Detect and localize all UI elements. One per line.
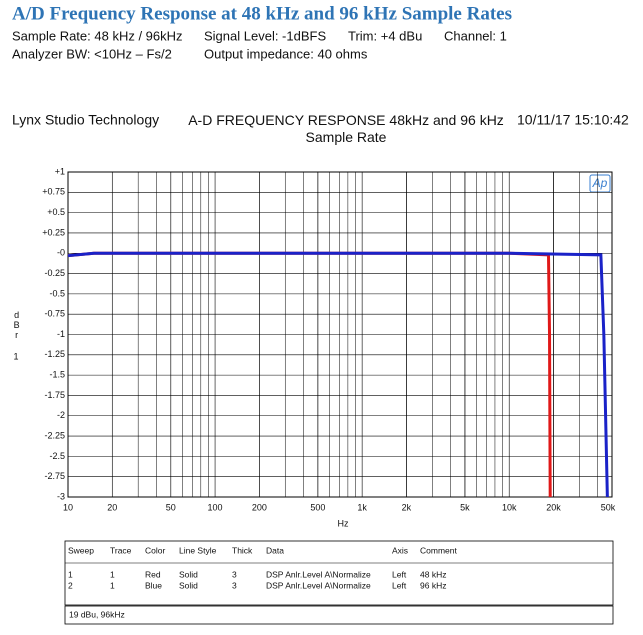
table-cell: 1 bbox=[110, 569, 115, 579]
series-line bbox=[67, 251, 609, 498]
info: Channel: 1 bbox=[444, 28, 507, 43]
y-tick-label: -0 bbox=[57, 248, 65, 258]
x-tick-label: 500 bbox=[310, 502, 325, 512]
table-header: Data bbox=[266, 545, 284, 555]
info: Output impedance: 40 ohms bbox=[204, 46, 368, 61]
table-header: Color bbox=[145, 545, 165, 555]
company: Lynx Studio Technology bbox=[12, 112, 159, 128]
info: Trim: +4 dBu bbox=[348, 28, 422, 43]
timestamp: 10/11/17 15:10:42 bbox=[517, 112, 629, 128]
logo: Ap bbox=[592, 176, 608, 190]
table-cell: Red bbox=[145, 569, 161, 579]
x-tick-label: 10 bbox=[63, 502, 73, 512]
table-cell: Left bbox=[392, 580, 407, 590]
chart-title: A-D FREQUENCY RESPONSE 48kHz and 96 kHz … bbox=[188, 112, 504, 145]
y-tick-label: -0.25 bbox=[44, 268, 65, 278]
info: Sample Rate: 48 kHz / 96kHz bbox=[12, 28, 183, 43]
table-cell: DSP Anlr.Level A\Normalize bbox=[266, 580, 371, 590]
x-tick-label: 50k bbox=[601, 502, 616, 512]
info: Analyzer BW: <10Hz – Fs/2 bbox=[12, 46, 172, 61]
y-tick-label: -1.5 bbox=[49, 370, 65, 380]
x-tick-label: 50 bbox=[166, 502, 176, 512]
y-tick-label: -1.75 bbox=[44, 390, 65, 400]
x-tick-label: 2k bbox=[402, 502, 412, 512]
table-cell: DSP Anlr.Level A\Normalize bbox=[266, 569, 371, 579]
y-tick-label: -2.5 bbox=[49, 451, 65, 461]
table-header: Axis bbox=[392, 545, 408, 555]
y-tick-label: -2 bbox=[57, 410, 65, 420]
y-axis-note: 1 bbox=[13, 351, 18, 361]
table-header: Line Style bbox=[179, 545, 217, 555]
table-cell: 48 kHz bbox=[420, 569, 446, 579]
page-title: A/D Frequency Response at 48 kHz and 96 … bbox=[12, 3, 512, 24]
info: Signal Level: -1dBFS bbox=[204, 28, 326, 43]
table-header: Comment bbox=[420, 545, 457, 555]
x-tick-label: 200 bbox=[252, 502, 267, 512]
table-cell: 96 kHz bbox=[420, 580, 446, 590]
table-cell: Solid bbox=[179, 580, 198, 590]
footer-frame bbox=[64, 605, 614, 625]
table-header: Trace bbox=[110, 545, 132, 555]
y-axis-label: dBr bbox=[12, 310, 22, 340]
table-cell: Left bbox=[392, 569, 407, 579]
logo-box bbox=[589, 174, 611, 193]
y-tick-label: -2.75 bbox=[44, 471, 65, 481]
x-tick-label: 100 bbox=[208, 502, 223, 512]
y-tick-label: -0.5 bbox=[49, 288, 65, 298]
table-cell: Solid bbox=[179, 569, 198, 579]
table-cell: 3 bbox=[232, 569, 237, 579]
y-tick-label: -1.25 bbox=[44, 349, 65, 359]
y-tick-label: +0.25 bbox=[42, 227, 65, 237]
y-tick-label: -3 bbox=[57, 491, 65, 501]
table-header: Thick bbox=[232, 545, 253, 555]
footer-note: 19 dBu, 96kHz bbox=[69, 609, 125, 619]
x-tick-label: 1k bbox=[357, 502, 367, 512]
x-tick-label: 10k bbox=[502, 502, 517, 512]
x-tick-label: 5k bbox=[460, 502, 470, 512]
y-tick-label: +0.75 bbox=[42, 187, 65, 197]
table-cell: Blue bbox=[145, 580, 162, 590]
x-tick-label: 20k bbox=[546, 502, 561, 512]
table-cell: 3 bbox=[232, 580, 237, 590]
y-tick-label: -1 bbox=[57, 329, 65, 339]
x-axis-label: Hz bbox=[338, 518, 349, 528]
y-tick-label: -2.25 bbox=[44, 430, 65, 440]
table-cell: 1 bbox=[68, 569, 73, 579]
y-tick-label: +0.5 bbox=[47, 207, 65, 217]
y-tick-label: -0.75 bbox=[44, 309, 65, 319]
table-cell: 1 bbox=[110, 580, 115, 590]
table-header: Sweep bbox=[68, 545, 94, 555]
table-frame bbox=[64, 540, 614, 606]
y-tick-label: +1 bbox=[55, 166, 65, 176]
table-cell: 2 bbox=[68, 580, 73, 590]
x-tick-label: 20 bbox=[107, 502, 117, 512]
